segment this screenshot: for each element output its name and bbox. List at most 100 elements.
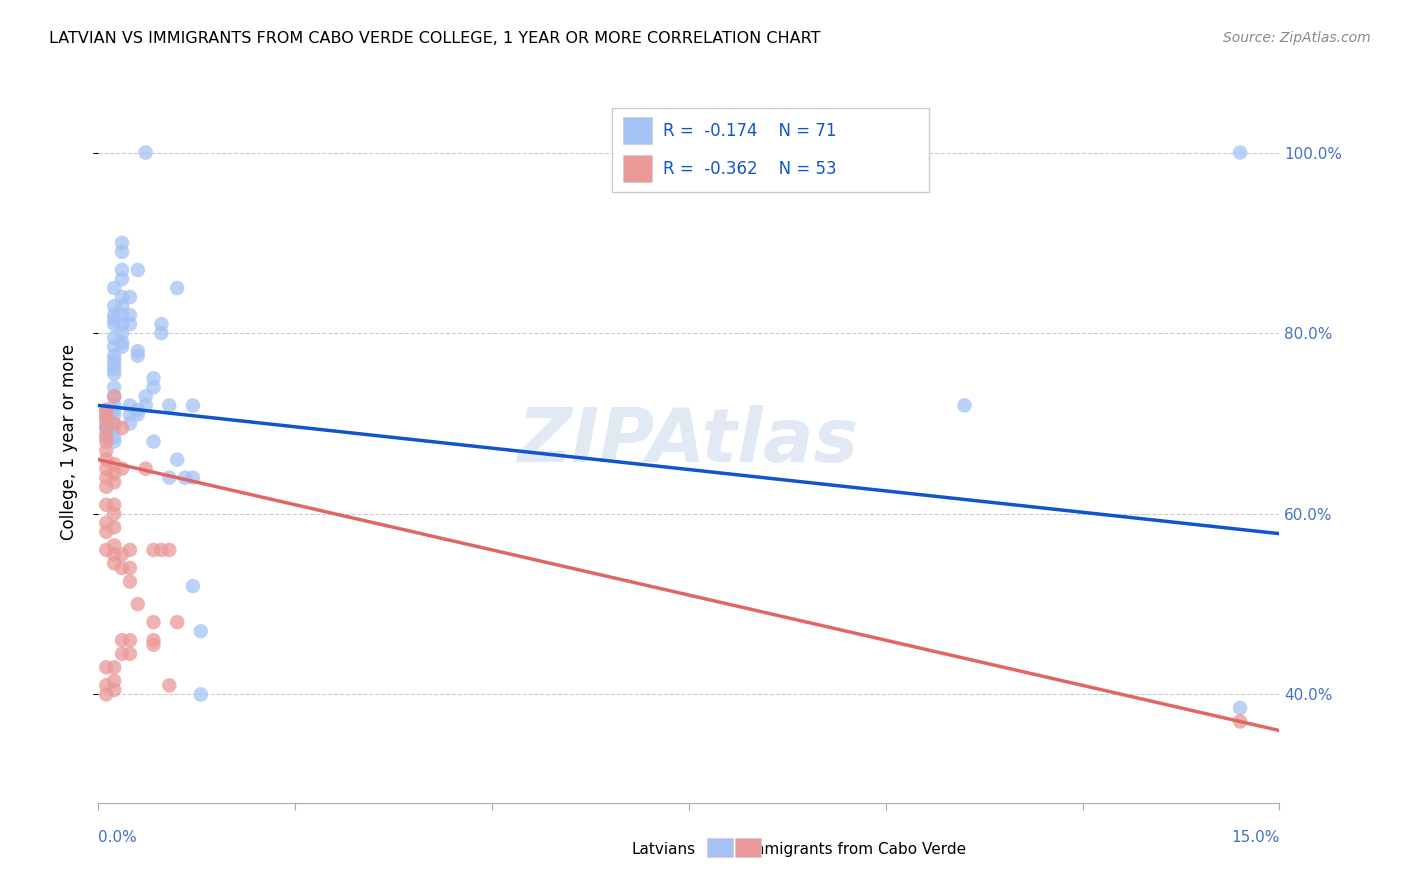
Point: [103, 673, 125, 688]
Point: [96, 461, 118, 475]
Point: [103, 457, 125, 471]
Text: LATVIAN VS IMMIGRANTS FROM CABO VERDE COLLEGE, 1 YEAR OR MORE CORRELATION CHART: LATVIAN VS IMMIGRANTS FROM CABO VERDE CO…: [49, 31, 821, 46]
Point: [111, 340, 134, 354]
Point: [142, 638, 165, 652]
Point: [96, 524, 118, 539]
Point: [127, 403, 149, 417]
Point: [135, 145, 157, 160]
Point: [181, 398, 204, 412]
Point: [103, 408, 125, 422]
Point: [111, 317, 134, 331]
Point: [103, 682, 125, 697]
Point: [96, 408, 118, 422]
Point: [111, 308, 134, 322]
Point: [103, 308, 125, 322]
Point: [96, 421, 118, 435]
Point: [181, 579, 204, 593]
Point: [111, 290, 134, 304]
Point: [96, 542, 118, 557]
Point: [111, 633, 134, 648]
Point: [96, 403, 118, 417]
Text: Source: ZipAtlas.com: Source: ZipAtlas.com: [1223, 31, 1371, 45]
Point: [103, 430, 125, 444]
Point: [142, 615, 165, 630]
Point: [103, 331, 125, 345]
Point: [111, 561, 134, 575]
Point: [118, 308, 141, 322]
Point: [96, 417, 118, 431]
Point: [166, 452, 188, 467]
Point: [96, 408, 118, 422]
Point: [157, 678, 180, 692]
Point: [96, 660, 118, 674]
Point: [103, 403, 125, 417]
Point: [103, 434, 125, 449]
Point: [103, 340, 125, 354]
Point: [111, 299, 134, 313]
Point: [96, 427, 118, 442]
Point: [1229, 714, 1251, 729]
Point: [118, 647, 141, 661]
Point: [142, 542, 165, 557]
Point: [103, 299, 125, 313]
Point: [157, 471, 180, 485]
Point: [103, 548, 125, 562]
Point: [103, 421, 125, 435]
Point: [103, 349, 125, 363]
Point: [181, 471, 204, 485]
Point: [118, 561, 141, 575]
Point: [96, 516, 118, 530]
Point: [96, 434, 118, 449]
Point: [103, 507, 125, 521]
Point: [103, 557, 125, 571]
Point: [118, 317, 141, 331]
Point: [111, 244, 134, 259]
Point: [103, 317, 125, 331]
Point: [127, 349, 149, 363]
Text: Immigrants from Cabo Verde: Immigrants from Cabo Verde: [745, 842, 966, 856]
Point: [96, 421, 118, 435]
Point: [127, 597, 149, 611]
Point: [103, 498, 125, 512]
Point: [103, 417, 125, 431]
Point: [111, 548, 134, 562]
Point: [96, 452, 118, 467]
Point: [150, 542, 173, 557]
Point: [103, 520, 125, 534]
Text: Latvians: Latvians: [631, 842, 696, 856]
Point: [953, 398, 976, 412]
Text: 15.0%: 15.0%: [1232, 830, 1279, 845]
Point: [103, 475, 125, 490]
Point: [103, 417, 125, 431]
Point: [103, 389, 125, 403]
Point: [150, 326, 173, 341]
Point: [166, 615, 188, 630]
Point: [96, 687, 118, 701]
Point: [127, 263, 149, 277]
Point: [103, 380, 125, 394]
Point: [190, 624, 212, 639]
Point: [142, 371, 165, 385]
Point: [111, 235, 134, 250]
Point: [135, 461, 157, 475]
Point: [103, 367, 125, 381]
Point: [118, 633, 141, 648]
Point: [135, 389, 157, 403]
Point: [96, 412, 118, 426]
Point: [1229, 145, 1251, 160]
Point: [118, 398, 141, 412]
Text: R =  -0.362    N = 53: R = -0.362 N = 53: [662, 160, 837, 178]
Text: 0.0%: 0.0%: [98, 830, 138, 845]
Point: [103, 538, 125, 552]
Text: R =  -0.174    N = 71: R = -0.174 N = 71: [662, 121, 837, 139]
Point: [111, 421, 134, 435]
Point: [96, 443, 118, 458]
Point: [142, 434, 165, 449]
Point: [127, 408, 149, 422]
Point: [190, 687, 212, 701]
Point: [118, 408, 141, 422]
Point: [103, 660, 125, 674]
Point: [135, 398, 157, 412]
Point: [166, 281, 188, 295]
Point: [157, 542, 180, 557]
